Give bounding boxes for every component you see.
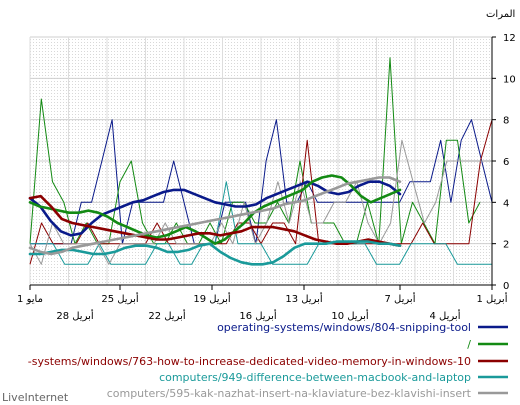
x-tick-label: 1 مايو xyxy=(17,294,43,305)
x-tick-label: 13 أبريل xyxy=(285,292,323,305)
series-avg-line xyxy=(28,180,402,237)
x-tick-label: 16 أبريل xyxy=(239,309,277,322)
x-tick-label: 25 أبريل xyxy=(101,292,139,305)
legend: operating-systems/windows/804-snipping-t… xyxy=(28,321,508,400)
y-tick-label: 4 xyxy=(503,198,509,209)
y-tick-label: 2 xyxy=(503,240,509,251)
x-tick-label: 10 أبريل xyxy=(331,309,369,322)
average-series xyxy=(28,174,402,266)
x-ticks: 1 مايو 25 أبريل 19 أبريل 13 أبريل 7 أبريل 1 أ… xyxy=(17,285,508,322)
y-tick-label: 12 xyxy=(503,33,516,44)
x-tick-label: 1 أبريل xyxy=(477,292,508,305)
daily-series xyxy=(29,57,493,265)
legend-label: operating-systems/windows/804-snipping-t… xyxy=(217,321,471,334)
x-tick-label: 4 أبريل xyxy=(430,309,461,322)
series-avg-line xyxy=(28,174,402,245)
legend-label: / xyxy=(467,338,471,351)
x-tick-label: 7 أبريل xyxy=(385,292,416,305)
y-ticks: 0 2 4 6 8 10 12 xyxy=(492,33,516,292)
x-tick-label: 22 أبريل xyxy=(148,309,186,322)
series-avg-line xyxy=(28,176,402,256)
series-daily-line xyxy=(30,181,492,265)
series-avg-line xyxy=(28,194,402,247)
x-tick-label: 28 أبريل xyxy=(56,309,94,322)
x-tick-label: 19 أبريل xyxy=(193,292,231,305)
y-tick-label: 0 xyxy=(503,281,509,292)
series-avg-line xyxy=(28,240,402,266)
y-tick-label: 10 xyxy=(503,74,516,85)
y-tick-label: 6 xyxy=(503,157,509,168)
brand-label: LiveInternet xyxy=(2,391,69,404)
legend-label: computers/595-kak-nazhat-insert-na-klavi… xyxy=(107,387,472,400)
y-tick-label: 8 xyxy=(503,116,509,127)
y-axis-label: المرات xyxy=(486,9,515,20)
legend-label: computers/949-difference-between-macbook… xyxy=(159,371,471,384)
series-daily-line xyxy=(29,139,492,265)
legend-label: -systems/windows/763-how-to-increase-ded… xyxy=(28,355,471,368)
